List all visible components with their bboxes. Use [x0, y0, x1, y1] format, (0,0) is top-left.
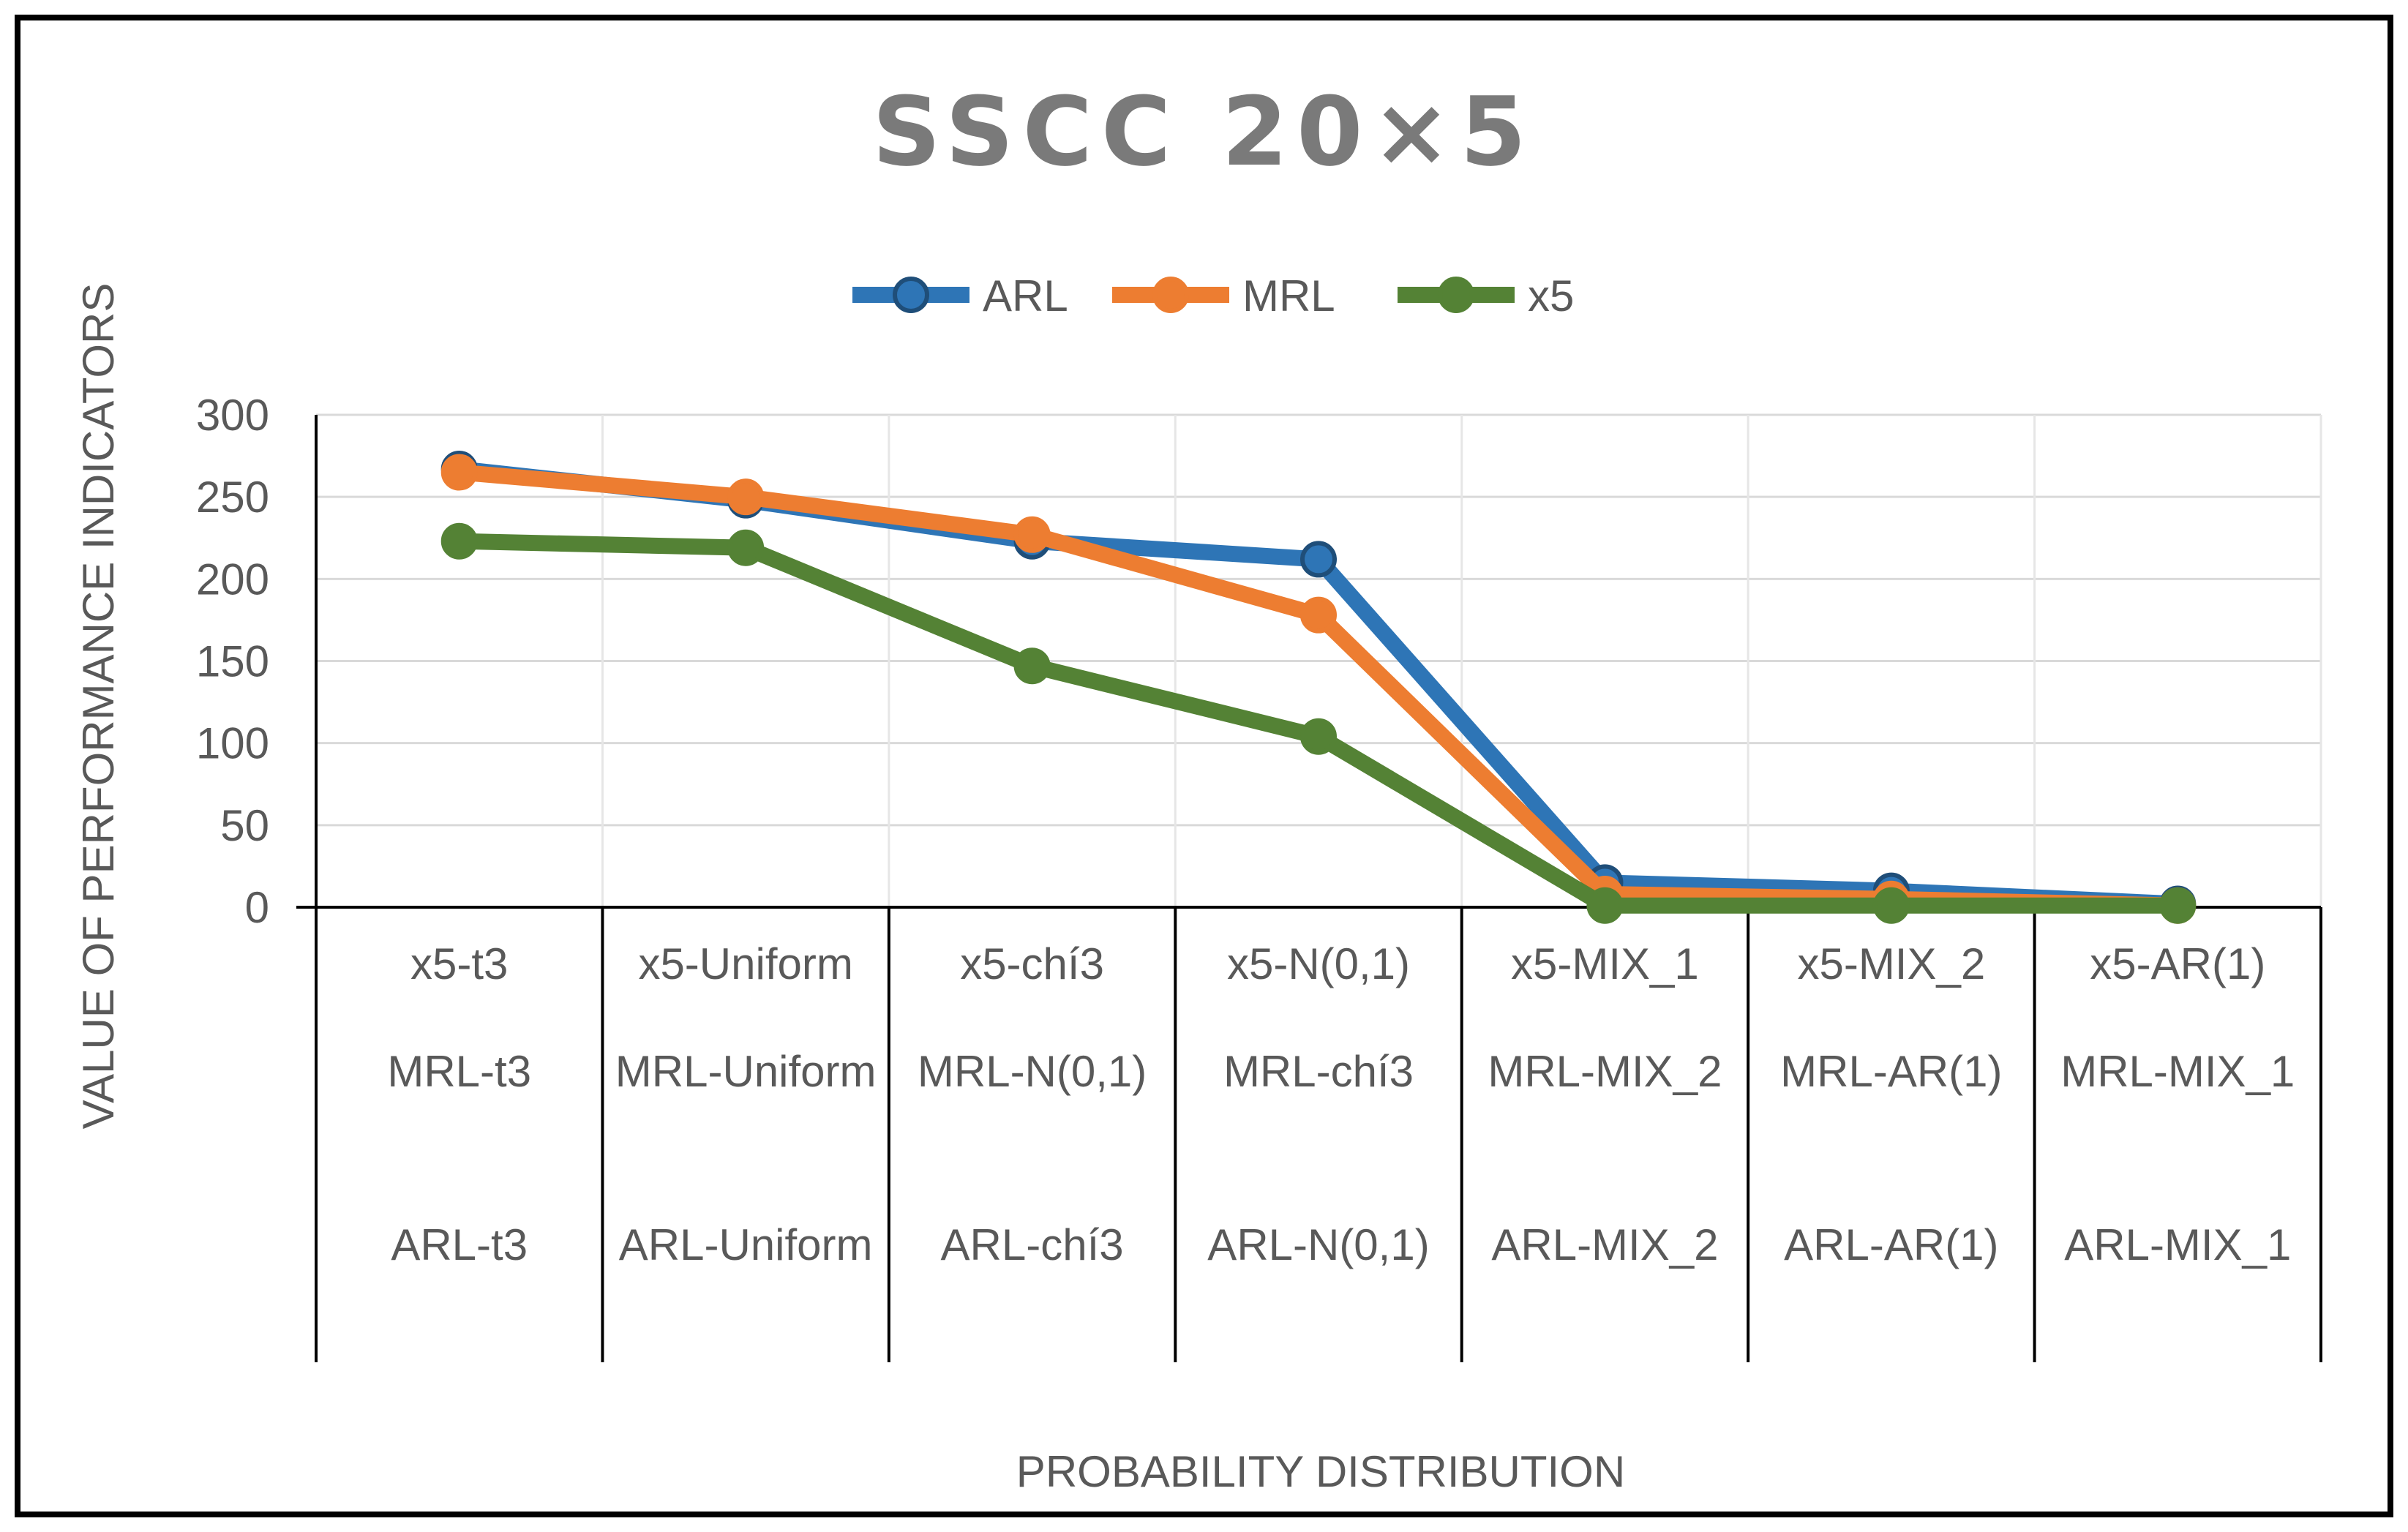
- x-tick-label: ARL-Uniform: [619, 1220, 873, 1269]
- y-tick-label: 150: [196, 637, 269, 686]
- data-point-x5: [440, 522, 478, 560]
- series-group: [440, 451, 2197, 924]
- legend: ARL MRL x5: [852, 271, 1574, 320]
- x-tick-label: x5-t3: [410, 939, 508, 988]
- y-axis-ticks: 0 50 100 150 200 250 300: [196, 391, 269, 932]
- x-tick-label: ARL-MIX_1: [2064, 1220, 2291, 1269]
- x-tick-label: MRL-N(0,1): [918, 1047, 1147, 1096]
- x-tick-label: ARL-chí3: [941, 1220, 1124, 1269]
- data-point-x5: [727, 529, 765, 566]
- chart-title: SSCC 20×5: [872, 76, 1535, 187]
- x-tick-label: x5-chí3: [960, 939, 1104, 988]
- data-point-mrl: [727, 478, 765, 516]
- x-tick-label: MRL-MIX_1: [2060, 1047, 2295, 1096]
- x-axis-label: PROBABILITY DISTRIBUTION: [1016, 1447, 1625, 1496]
- y-tick-label: 200: [196, 555, 269, 604]
- data-point-mrl: [440, 454, 478, 491]
- data-point-mrl: [1300, 596, 1337, 634]
- legend-marker-x5: [1438, 277, 1474, 313]
- x-tick-label: ARL-MIX_2: [1491, 1220, 1718, 1269]
- x-tick-label: ARL-AR(1): [1784, 1220, 1998, 1269]
- x-tick-label: x5-N(0,1): [1227, 939, 1410, 988]
- x-tick-label: MRL-MIX_2: [1488, 1047, 1722, 1096]
- data-point-x5: [1013, 647, 1051, 685]
- x-tick-label: x5-MIX_1: [1511, 939, 1699, 988]
- category-table: x5-t3 x5-Uniform x5-chí3 x5-N(0,1) x5-MIX_1 x…: [296, 415, 2322, 1362]
- x-tick-label: MRL-AR(1): [1780, 1047, 2002, 1096]
- legend-label-x5: x5: [1528, 271, 1574, 320]
- x-tick-label: ARL-N(0,1): [1207, 1220, 1429, 1269]
- data-point-arl: [1300, 541, 1337, 578]
- legend-marker-arl: [893, 277, 929, 313]
- data-point-x5: [1586, 887, 1624, 924]
- legend-label-arl: ARL: [983, 271, 1068, 320]
- legend-label-mrl: MRL: [1242, 271, 1335, 320]
- y-axis-label: VALUE OF PERFORMANCE INDICATORS: [74, 283, 123, 1130]
- y-tick-label: 300: [196, 391, 269, 440]
- y-tick-label: 0: [245, 883, 269, 932]
- x-tick-label: ARL-t3: [391, 1220, 528, 1269]
- chart-border: [15, 15, 2393, 1517]
- x-tick-label: x5-AR(1): [2090, 939, 2265, 988]
- x-tick-label: MRL-Uniform: [615, 1047, 877, 1096]
- x-tick-label: MRL-t3: [387, 1047, 531, 1096]
- x-tick-label: MRL-chí3: [1223, 1047, 1414, 1096]
- x-tick-label: x5-MIX_2: [1797, 939, 1985, 988]
- data-point-x5: [2159, 887, 2197, 924]
- y-tick-label: 250: [196, 473, 269, 522]
- data-point-mrl: [1013, 516, 1051, 553]
- legend-marker-mrl: [1152, 277, 1189, 313]
- data-point-x5: [1872, 887, 1910, 924]
- data-point-x5: [1300, 718, 1337, 755]
- y-tick-label: 100: [196, 719, 269, 768]
- y-tick-label: 50: [220, 801, 269, 850]
- x-tick-label: x5-Uniform: [638, 939, 852, 988]
